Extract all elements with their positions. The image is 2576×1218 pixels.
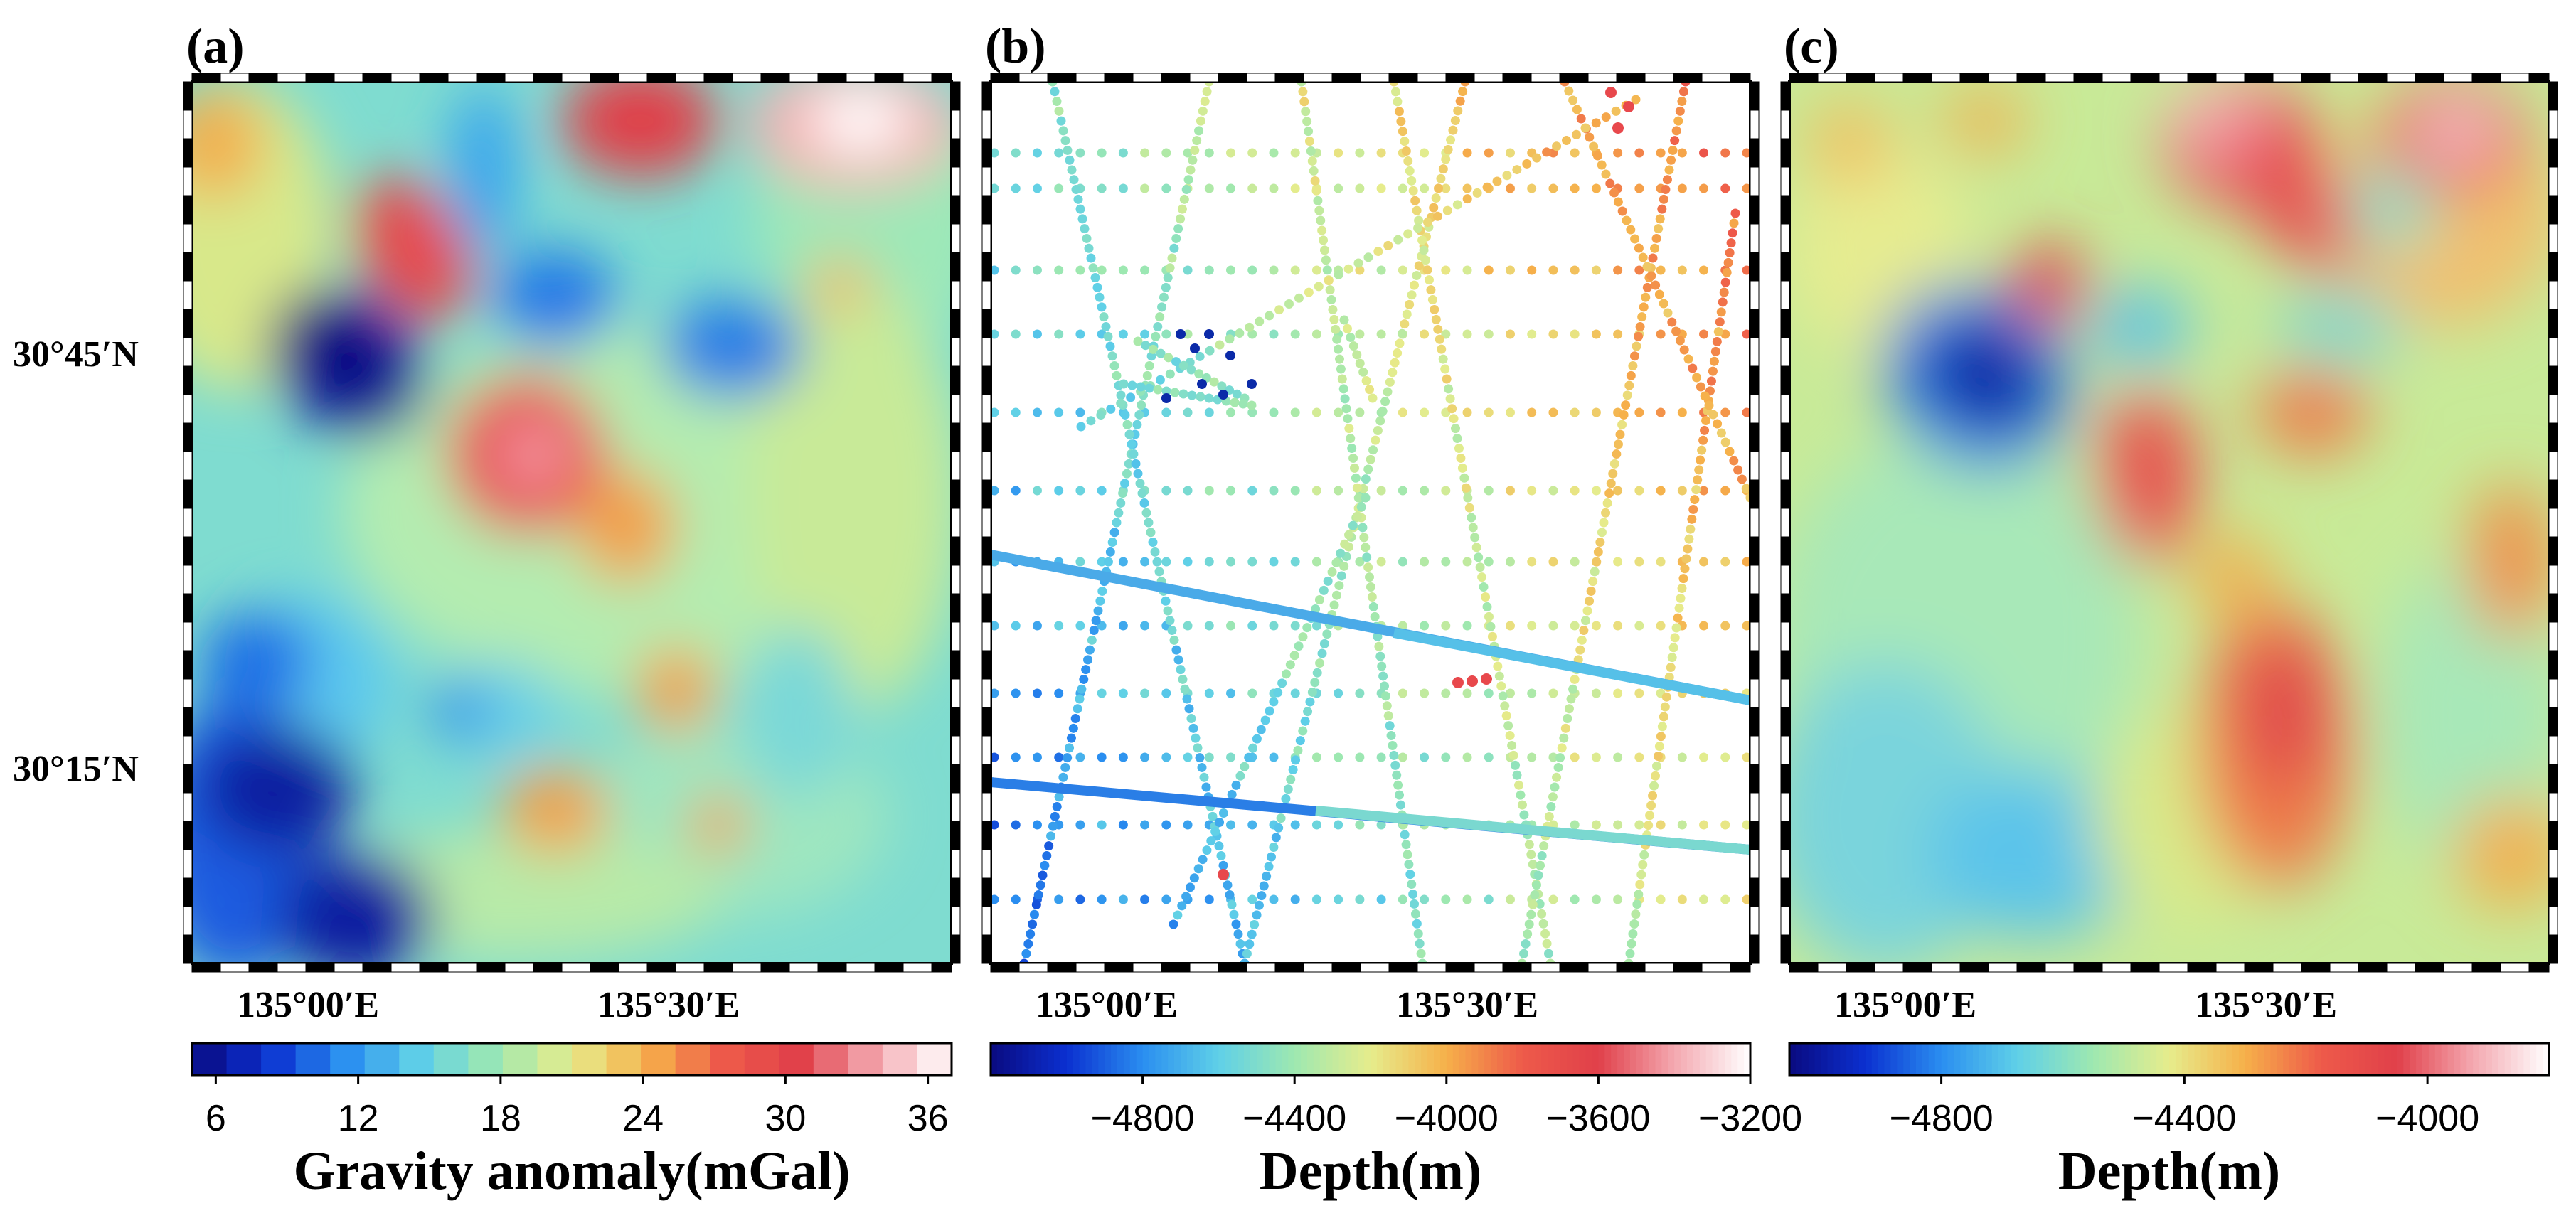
panel-b-colorbar: −4800 −4400 −4000 −3600 −3200 Depth(m) [989,1042,1802,1201]
panel-b-colorbar-title: Depth(m) [1260,1141,1481,1201]
panel-c-colorbar: −4800 −4400 −4000 Depth(m) [1788,1042,2550,1201]
panel-b: (b) 135°00′E 135°30′E −4800 −4400 −4000 −36… [981,19,1802,1201]
colorbar-tick-label: 36 [908,1098,949,1139]
colorbar-tick-label: −4000 [2375,1098,2479,1139]
colorbar-tick-label: 6 [206,1098,226,1139]
panel-c-lon-label-1: 135°00′E [1834,985,1976,1025]
panel-a-lon-label-1: 135°00′E [237,985,379,1025]
colorbar-tick-label: −3200 [1698,1098,1802,1139]
panel-a-lat-label-1: 30°45′N [13,334,139,375]
panel-b-lon-label-2: 135°30′E [1396,985,1538,1025]
colorbar-tick-label: −4400 [2132,1098,2236,1139]
panel-a-lon-label-2: 135°30′E [597,985,740,1025]
panel-a-frame-ticks [183,73,961,973]
panel-c-depth-field [1789,82,2549,963]
panel-c-colorbar-title: Depth(m) [2058,1141,2280,1201]
colorbar-tick-label: −4400 [1242,1098,1346,1139]
panel-b-lon-label-1: 135°00′E [1036,985,1178,1025]
panel-a-gravity-field [192,82,952,963]
colorbar-tick-label: −4800 [1091,1098,1195,1139]
panel-b-frame-ticks [981,73,1760,973]
panel-c-frame-ticks [1780,73,2558,973]
panel-c-label: (c) [1784,19,1839,74]
colorbar-tick-label: −4000 [1395,1098,1499,1139]
panel-c-lon-label-2: 135°30′E [2195,985,2337,1025]
panel-a-colorbar-title: Gravity anomaly(mGal) [293,1141,850,1201]
colorbar-tick-label: −4800 [1890,1098,1994,1139]
panel-a: (a) [13,19,961,1201]
panel-b-track-map [991,82,1750,963]
colorbar-tick-label: 30 [765,1098,806,1139]
panel-a-lat-label-2: 30°15′N [13,749,139,789]
panel-a-colorbar: 6 12 18 24 30 36 Gravity anomaly(mGal) [191,1042,953,1201]
colorbar-tick-label: 18 [480,1098,521,1139]
panel-a-label: (a) [186,19,245,74]
colorbar-tick-label: 12 [338,1098,379,1139]
colorbar-tick-label: −3600 [1546,1098,1650,1139]
colorbar-tick-label: 24 [622,1098,664,1139]
panel-b-label: (b) [985,19,1046,74]
panel-c: (c) [1780,19,2558,1201]
